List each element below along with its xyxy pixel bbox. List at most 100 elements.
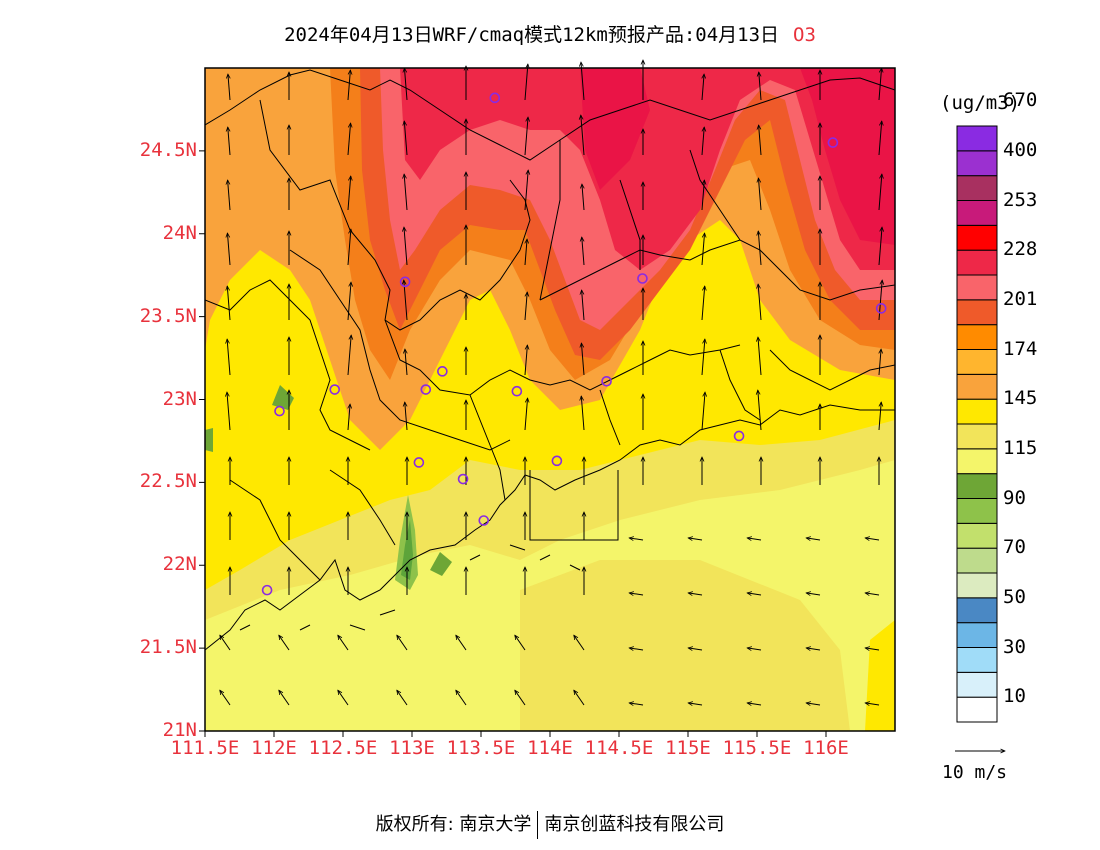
wind-vector <box>228 180 231 211</box>
colorbar-box <box>956 175 998 202</box>
wind-vector <box>629 593 644 595</box>
wind-vector <box>582 290 585 321</box>
colorbar-box <box>956 547 998 574</box>
variable-name: O3 <box>793 24 816 46</box>
wind-vector <box>404 174 408 211</box>
wind-vector <box>758 390 762 431</box>
field-red <box>400 68 895 270</box>
wind-vector <box>227 392 231 431</box>
lat-label: 22.5N <box>139 470 197 493</box>
wind-vector <box>404 121 408 156</box>
wind-vector <box>865 538 880 540</box>
field-yellow-mid-south <box>520 560 850 731</box>
station-marker <box>489 92 501 104</box>
colorbar-box <box>956 522 998 549</box>
district-9 <box>769 349 895 391</box>
title-text: 2024年04月13日WRF/cmaq模式12km预报产品:04月13日 <box>284 24 780 46</box>
station-marker <box>637 273 648 284</box>
wind-vector <box>878 402 881 431</box>
wind-vector <box>405 349 407 376</box>
district-6 <box>539 140 741 301</box>
wind-vector <box>220 690 231 706</box>
district-7 <box>229 469 396 581</box>
wind-vector <box>759 72 762 101</box>
wind-vector <box>574 635 585 651</box>
colorbar-box <box>956 398 998 425</box>
islands <box>239 544 581 631</box>
wind-vector <box>220 635 231 651</box>
wind-vector <box>758 178 762 211</box>
wind-vector <box>629 703 644 705</box>
lat-label: 22N <box>162 553 197 576</box>
wind-vector <box>227 339 231 376</box>
wind-vector <box>806 538 821 540</box>
lon-ticks <box>204 731 827 737</box>
station-marker <box>511 385 523 397</box>
lon-label: 112.5E <box>308 737 378 759</box>
lon-label: 114.5E <box>584 737 654 759</box>
wind-vector <box>688 538 703 540</box>
district-8 <box>469 349 761 501</box>
wind-vector <box>524 292 527 321</box>
wind-vector <box>701 127 704 156</box>
district-4 <box>289 249 511 451</box>
footer-separator <box>537 811 539 839</box>
station-marker <box>413 457 425 468</box>
wind-vector <box>338 690 349 706</box>
wind-vector <box>456 690 467 706</box>
colorbar-unit: (ug/m3) <box>940 92 1021 114</box>
lon-label: 116E <box>803 737 849 759</box>
colorbar-label: 253 <box>1003 188 1038 211</box>
colorbar-label: 50 <box>1003 585 1026 608</box>
company-text: 南京创蓝科技有限公司 <box>544 814 725 835</box>
district-2 <box>384 319 741 396</box>
field-low-green-3 <box>430 552 452 576</box>
lon-label: 113E <box>389 737 435 759</box>
colorbar-box <box>956 647 998 673</box>
wind-vector <box>879 349 881 376</box>
colorbar-box <box>956 200 998 226</box>
lat-ticks <box>199 150 205 732</box>
wind-vector <box>747 648 762 650</box>
station-marker <box>457 473 469 485</box>
wind-vector <box>582 237 585 266</box>
wind-vector <box>865 703 880 705</box>
wind-vectors <box>220 60 882 705</box>
colorbar-box <box>956 324 998 350</box>
wind-vector <box>524 398 528 431</box>
field-crimson-west <box>580 68 650 190</box>
field-yellow-east <box>865 620 895 731</box>
wind-vector <box>524 117 528 156</box>
colorbar-label: 174 <box>1003 337 1038 360</box>
colorbar-box <box>956 448 998 475</box>
colorbar-box <box>956 349 998 375</box>
colorbar-box <box>956 299 998 326</box>
wind-vector <box>878 227 882 266</box>
wind-vector <box>806 593 821 595</box>
lat-label: 21N <box>162 719 197 741</box>
colorbar-label: 70 <box>1003 536 1026 559</box>
concentration-field <box>205 68 895 731</box>
colorbar-label: 145 <box>1003 387 1038 410</box>
colorbar-box <box>956 423 998 450</box>
wind-vector <box>758 231 762 266</box>
station-markers <box>261 92 887 596</box>
colorbar-box <box>956 150 998 177</box>
wind-vector <box>524 64 528 101</box>
wind-vector <box>878 174 882 211</box>
wind-vector <box>629 648 644 650</box>
wind-vector <box>865 593 880 595</box>
wind-vector <box>702 74 704 101</box>
district-5 <box>205 279 371 451</box>
wind-vector <box>865 648 880 650</box>
colorbar-label: 228 <box>1003 238 1038 261</box>
district-1 <box>259 99 531 331</box>
wind-vector <box>759 125 762 156</box>
field-crimson <box>800 68 895 245</box>
lat-label: 24.5N <box>139 138 197 161</box>
colorbar-box <box>956 597 998 624</box>
lat-label: 21.5N <box>139 636 197 659</box>
lon-label: 115E <box>665 737 711 759</box>
wind-vector <box>228 127 231 156</box>
